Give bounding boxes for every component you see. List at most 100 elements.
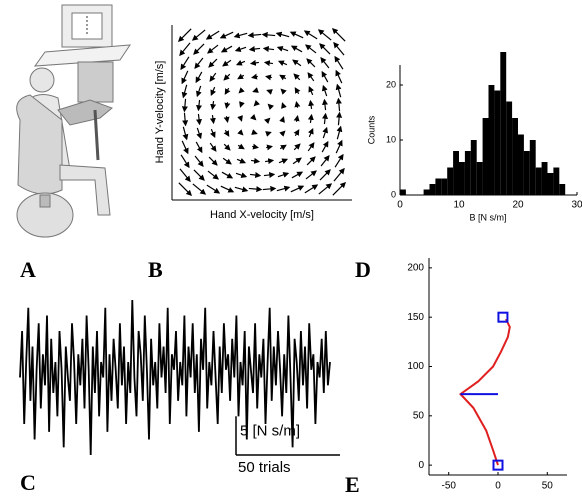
field-arrow — [292, 157, 302, 165]
field-arrow — [182, 112, 189, 127]
panel-label: D — [355, 257, 371, 282]
field-arrow — [248, 46, 261, 53]
field-arrow — [279, 144, 287, 151]
field-arrow — [180, 56, 190, 71]
field-arrow — [279, 74, 287, 81]
field-arrow — [234, 186, 249, 193]
field-arrow — [263, 171, 276, 178]
field-arrow — [252, 143, 259, 150]
y-tick-label: 200 — [407, 263, 424, 274]
trajectory-line — [458, 318, 511, 466]
field-arrow — [308, 127, 314, 138]
field-arrow — [224, 87, 231, 95]
field-arrow — [320, 57, 330, 69]
field-arrow — [196, 113, 203, 126]
y-tick-label: 0 — [391, 189, 396, 199]
field-arrow — [237, 73, 245, 80]
field-arrow — [236, 158, 247, 164]
panel-histogram: 0 10 20 30 0 10 20 B [N s/m] Counts — [366, 52, 582, 222]
bar — [441, 178, 448, 195]
field-arrow — [279, 116, 285, 123]
field-arrow — [277, 60, 288, 66]
y-axis-label: Counts — [366, 115, 376, 144]
field-arrow — [195, 71, 203, 84]
field-arrow — [319, 169, 331, 181]
x-tick-label: 30 — [571, 200, 582, 211]
field-arrow — [192, 183, 207, 195]
field-arrow — [294, 101, 301, 108]
panel-label: C — [20, 470, 36, 495]
field-arrow — [208, 156, 218, 166]
field-arrow — [182, 126, 189, 141]
field-arrow — [238, 87, 245, 94]
y-tick-label: 20 — [386, 79, 396, 89]
bar — [482, 118, 489, 195]
field-arrow — [235, 172, 248, 179]
robot-illustration — [16, 4, 131, 238]
bar — [506, 101, 513, 195]
bar — [523, 151, 530, 195]
field-arrow — [205, 30, 220, 40]
bar — [535, 167, 542, 195]
field-arrow — [335, 97, 342, 112]
field-arrow — [321, 98, 328, 111]
field-arrow — [275, 31, 290, 38]
field-arrow — [253, 100, 260, 107]
target-marker — [497, 311, 509, 323]
field-arrow — [307, 72, 315, 82]
field-arrow — [209, 72, 217, 82]
panel-label: E — [345, 472, 360, 495]
field-arrow — [178, 182, 193, 197]
panel-b: Hand X-velocity [m/s] Hand Y-velocity [m/… — [154, 25, 352, 221]
panel-d: 0 50 100 150 200 -50 0 50 — [407, 258, 567, 492]
field-arrow — [317, 29, 332, 41]
field-arrow — [308, 99, 315, 110]
x-tick-label: 10 — [453, 200, 465, 211]
field-arrow — [264, 158, 275, 165]
field-arrow — [334, 55, 344, 70]
field-arrow — [334, 153, 344, 168]
field-arrow — [239, 101, 245, 108]
field-arrow — [266, 144, 273, 151]
field-arrow — [321, 70, 329, 83]
field-arrow — [179, 42, 191, 57]
field-arrow — [265, 74, 272, 81]
field-arrow — [221, 171, 234, 179]
field-arrow — [306, 58, 316, 68]
field-arrow — [262, 185, 277, 192]
field-arrow — [222, 157, 232, 165]
x-tick-label: 0 — [397, 200, 403, 211]
x-tick-label: 50 — [542, 481, 554, 492]
scalebar-y-label: 5 [N s/m] — [240, 423, 300, 440]
field-arrow — [196, 127, 203, 140]
field-arrow — [210, 128, 216, 139]
field-arrow — [195, 99, 202, 112]
field-arrow — [220, 185, 235, 193]
y-tick-label: 10 — [386, 134, 396, 144]
field-arrow — [267, 103, 274, 110]
field-arrow — [293, 115, 300, 122]
field-arrow — [332, 181, 347, 196]
field-arrow — [181, 98, 188, 113]
field-arrow — [250, 157, 261, 164]
field-arrow — [222, 59, 232, 67]
field-arrow — [308, 85, 314, 96]
bar — [553, 167, 560, 195]
y-tick-label: 150 — [407, 312, 424, 323]
bar — [435, 178, 442, 195]
field-arrow — [220, 45, 233, 53]
bar — [459, 162, 465, 195]
field-arrow — [209, 114, 216, 125]
panel-label: B — [148, 257, 163, 282]
field-arrow — [335, 69, 343, 84]
field-arrow — [304, 184, 319, 194]
bar — [447, 167, 454, 195]
y-tick-label: 50 — [413, 410, 425, 421]
field-arrow — [305, 44, 317, 54]
field-arrow — [291, 171, 304, 179]
field-arrow — [336, 111, 343, 126]
field-arrow — [262, 45, 275, 52]
field-arrow — [249, 172, 262, 179]
field-arrow — [207, 44, 219, 54]
field-arrow — [223, 129, 230, 137]
